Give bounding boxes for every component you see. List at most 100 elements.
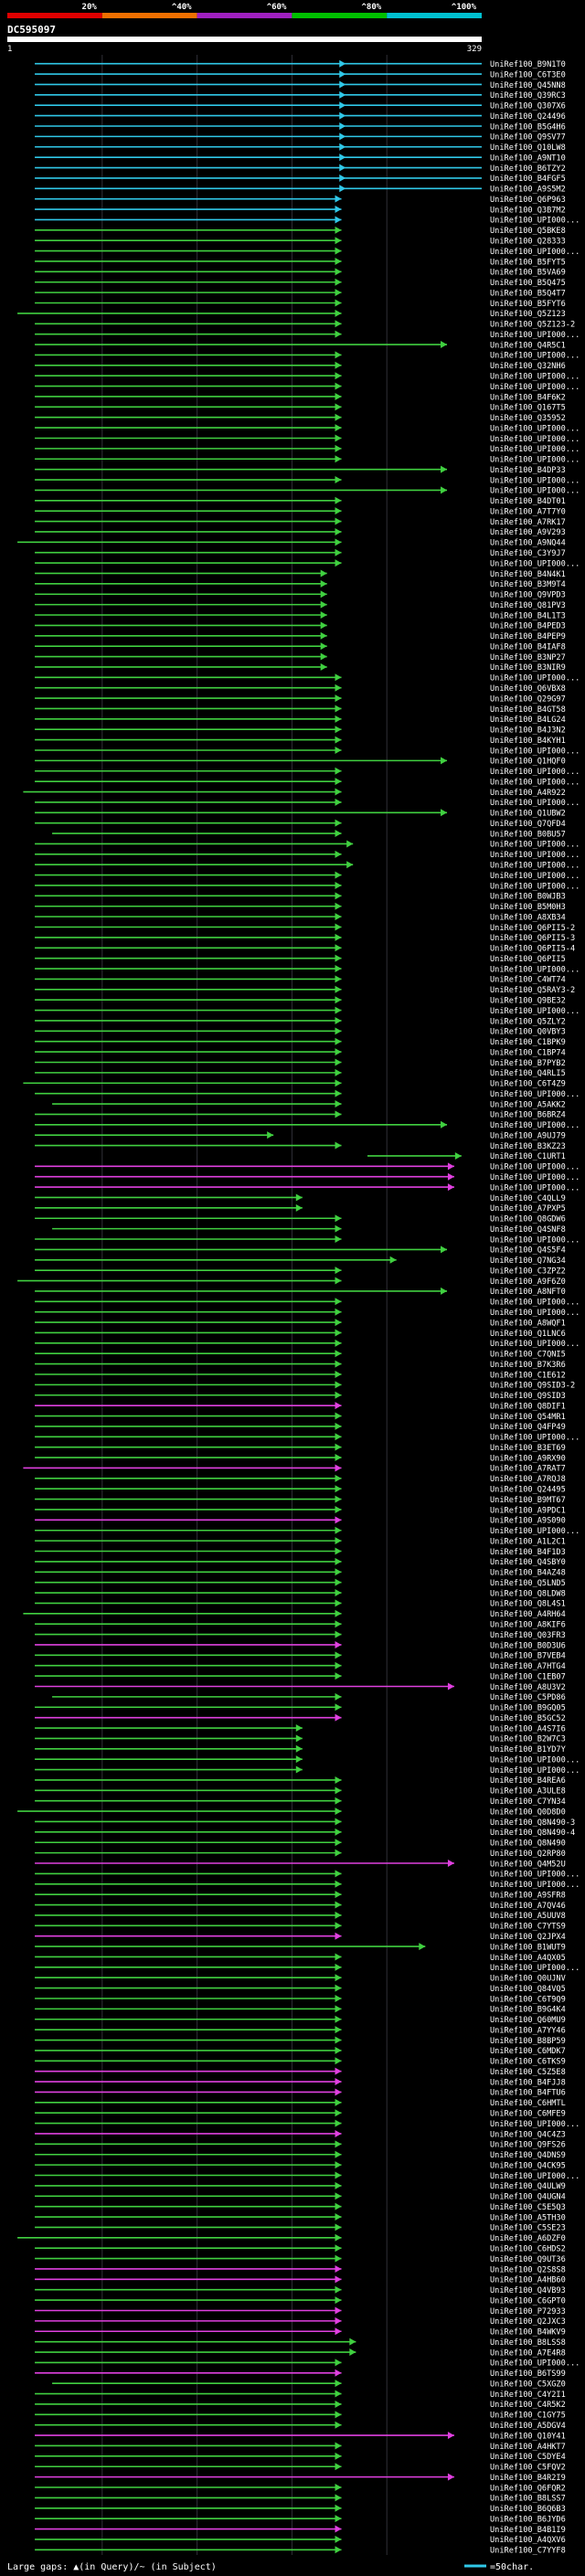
hit-label[interactable]: UniRef100_B7PYB2 xyxy=(490,1059,566,1068)
hit-label[interactable]: UniRef100_C3Y9J7 xyxy=(490,549,566,558)
hit-row[interactable]: UniRef100_P72933 xyxy=(35,2306,566,2316)
hit-label[interactable]: UniRef100_A3ULE8 xyxy=(490,1787,566,1797)
hit-label[interactable]: UniRef100_A9NQ44 xyxy=(490,539,566,548)
hit-row[interactable]: UniRef100_UPI000... xyxy=(35,216,580,226)
hit-label[interactable]: UniRef100_B4DT01 xyxy=(490,497,566,506)
hit-label[interactable]: UniRef100_A9S5M2 xyxy=(490,186,566,195)
hit-row[interactable]: UniRef100_Q5LND5 xyxy=(35,1578,566,1588)
hit-row[interactable]: UniRef100_Q9SID3 xyxy=(35,1391,566,1401)
hit-row[interactable]: UniRef100_C3ZPZ2 xyxy=(35,1267,566,1276)
hit-row[interactable]: UniRef100_Q4RLI5 xyxy=(35,1068,566,1078)
hit-row[interactable]: UniRef100_Q4M52U xyxy=(35,1860,566,1869)
hit-row[interactable]: UniRef100_Q1LNC6 xyxy=(35,1329,566,1339)
hit-row[interactable]: UniRef100_B3NP27 xyxy=(35,652,566,663)
hit-row[interactable]: UniRef100_UPI000... xyxy=(35,1235,580,1245)
hit-row[interactable]: UniRef100_UPI000... xyxy=(35,1298,580,1308)
hit-row[interactable]: UniRef100_B4PED3 xyxy=(35,621,566,631)
hit-row[interactable]: UniRef100_Q39RC3 xyxy=(35,90,566,101)
hit-label[interactable]: UniRef100_B6TZY2 xyxy=(490,164,566,174)
hit-label[interactable]: UniRef100_Q1LNC6 xyxy=(490,1330,566,1339)
hit-row[interactable]: UniRef100_A9S090 xyxy=(35,1516,566,1526)
hit-label[interactable]: UniRef100_Q39RC3 xyxy=(490,91,566,101)
hit-label[interactable]: UniRef100_B5FYT5 xyxy=(490,258,566,267)
hit-label[interactable]: UniRef100_UPI000... xyxy=(490,1007,580,1016)
hit-row[interactable]: UniRef100_C6T9Q9 xyxy=(35,1994,566,2004)
hit-row[interactable]: UniRef100_UPI000... xyxy=(35,1963,580,1973)
hit-label[interactable]: UniRef100_Q4S5F4 xyxy=(490,1246,566,1256)
hit-row[interactable]: UniRef100_A1L2C1 xyxy=(35,1537,566,1546)
hit-row[interactable]: UniRef100_Q5RAY3-2 xyxy=(35,985,575,995)
hit-row[interactable]: UniRef100_B4J3N2 xyxy=(35,726,566,736)
hit-row[interactable]: UniRef100_B1YD7Y xyxy=(35,1744,567,1754)
hit-label[interactable]: UniRef100_C5DYE4 xyxy=(490,2453,566,2462)
hit-label[interactable]: UniRef100_Q03FR3 xyxy=(490,1631,566,1640)
hit-label[interactable]: UniRef100_UPI000... xyxy=(490,2120,580,2129)
hit-label[interactable]: UniRef100_A4HKT7 xyxy=(490,2443,566,2452)
hit-row[interactable]: UniRef100_Q4CK95 xyxy=(35,2161,566,2170)
hit-row[interactable]: UniRef100_B8LSS7 xyxy=(35,2494,566,2504)
hit-label[interactable]: UniRef100_UPI000... xyxy=(490,768,580,777)
hit-label[interactable]: UniRef100_A5AKK2 xyxy=(490,1100,566,1109)
hit-label[interactable]: UniRef100_A7PXP5 xyxy=(490,1204,566,1214)
hit-row[interactable]: UniRef100_UPI000... xyxy=(35,881,580,891)
hit-label[interactable]: UniRef100_B4FTU6 xyxy=(490,2089,566,2098)
hit-row[interactable]: UniRef100_B3KZ23 xyxy=(35,1141,566,1151)
hit-row[interactable]: UniRef100_Q6VBX8 xyxy=(35,684,566,694)
hit-label[interactable]: UniRef100_Q9SID3-2 xyxy=(490,1382,575,1391)
hit-row[interactable]: UniRef100_Q3B7M2 xyxy=(35,206,566,215)
hit-row[interactable]: UniRef100_B5FYT6 xyxy=(35,299,566,309)
hit-row[interactable]: UniRef100_Q7QFD4 xyxy=(35,819,566,829)
hit-row[interactable]: UniRef100_B4KYH1 xyxy=(35,736,566,746)
hit-label[interactable]: UniRef100_UPI000... xyxy=(490,1183,580,1193)
hit-label[interactable]: UniRef100_C5PD86 xyxy=(490,1693,566,1702)
hit-label[interactable]: UniRef100_B4L1T3 xyxy=(490,611,566,620)
hit-row[interactable]: UniRef100_B5GC52 xyxy=(35,1713,566,1723)
hit-row[interactable]: UniRef100_UPI000... xyxy=(35,330,580,340)
hit-label[interactable]: UniRef100_UPI000... xyxy=(490,862,580,871)
hit-row[interactable]: UniRef100_Q45NN8 xyxy=(35,80,566,90)
hit-label[interactable]: UniRef100_C4R5K2 xyxy=(490,2401,566,2410)
hit-label[interactable]: UniRef100_C4Y2I1 xyxy=(490,2390,566,2400)
hit-row[interactable]: UniRef100_A6DZF0 xyxy=(17,2233,566,2243)
hit-label[interactable]: UniRef100_B1WUT9 xyxy=(490,1943,566,1952)
hit-row[interactable]: UniRef100_C1URT1 xyxy=(367,1151,566,1161)
hit-label[interactable]: UniRef100_Q4DNS9 xyxy=(490,2151,566,2160)
hit-label[interactable]: UniRef100_Q9SV77 xyxy=(490,133,566,143)
hit-label[interactable]: UniRef100_B4AZ48 xyxy=(490,1569,566,1578)
hit-row[interactable]: UniRef100_Q24495 xyxy=(35,1485,566,1495)
hit-label[interactable]: UniRef100_Q54MR1 xyxy=(490,1413,566,1422)
hit-label[interactable]: UniRef100_Q2JPX4 xyxy=(490,1933,566,1942)
hit-row[interactable]: UniRef100_B4FTU6 xyxy=(35,2088,566,2098)
hit-label[interactable]: UniRef100_C1GY75 xyxy=(490,2412,566,2421)
hit-row[interactable]: UniRef100_UPI000... xyxy=(35,1120,580,1130)
hit-label[interactable]: UniRef100_Q0UJNV xyxy=(490,1975,566,1984)
hit-row[interactable]: UniRef100_B4DP33 xyxy=(35,465,566,475)
hit-row[interactable]: UniRef100_Q29G97 xyxy=(35,694,566,704)
hit-row[interactable]: UniRef100_C7YTS9 xyxy=(35,1922,566,1932)
hit-row[interactable]: UniRef100_UPI000... xyxy=(35,1308,580,1318)
hit-row[interactable]: UniRef100_B3M9T4 xyxy=(35,579,566,589)
hit-label[interactable]: UniRef100_Q84VQ5 xyxy=(490,1985,566,1994)
hit-label[interactable]: UniRef100_UPI000... xyxy=(490,1755,580,1765)
hit-label[interactable]: UniRef100_UPI000... xyxy=(490,1964,580,1973)
hit-label[interactable]: UniRef100_UPI000... xyxy=(490,2172,580,2181)
hit-label[interactable]: UniRef100_Q2JXC3 xyxy=(490,2317,566,2327)
hit-row[interactable]: UniRef100_A4R922 xyxy=(23,788,566,798)
hit-label[interactable]: UniRef100_A6DZF0 xyxy=(490,2234,566,2243)
hit-row[interactable]: UniRef100_B3ET69 xyxy=(35,1443,566,1453)
hit-row[interactable]: UniRef100_B6JYD6 xyxy=(35,2515,566,2524)
hit-label[interactable]: UniRef100_Q9BE32 xyxy=(490,996,566,1005)
hit-label[interactable]: UniRef100_Q8N490 xyxy=(490,1839,566,1849)
hit-row[interactable]: UniRef100_B7PYB2 xyxy=(35,1058,566,1068)
hit-row[interactable]: UniRef100_B4FGF5 xyxy=(35,174,566,184)
hit-label[interactable]: UniRef100_Q45NN8 xyxy=(490,81,566,90)
hit-label[interactable]: UniRef100_A5DGV4 xyxy=(490,2422,566,2431)
hit-row[interactable]: UniRef100_A4HB60 xyxy=(35,2275,566,2285)
hit-label[interactable]: UniRef100_Q307X6 xyxy=(490,102,566,111)
hit-row[interactable]: UniRef100_B9MT67 xyxy=(35,1495,566,1505)
hit-label[interactable]: UniRef100_A8U3V2 xyxy=(490,1683,566,1692)
hit-row[interactable]: UniRef100_Q4SBY0 xyxy=(35,1557,566,1567)
hit-label[interactable]: UniRef100_Q7QFD4 xyxy=(490,820,566,829)
hit-label[interactable]: UniRef100_Q81PV3 xyxy=(490,601,566,610)
hit-label[interactable]: UniRef100_C1EB07 xyxy=(490,1672,566,1681)
